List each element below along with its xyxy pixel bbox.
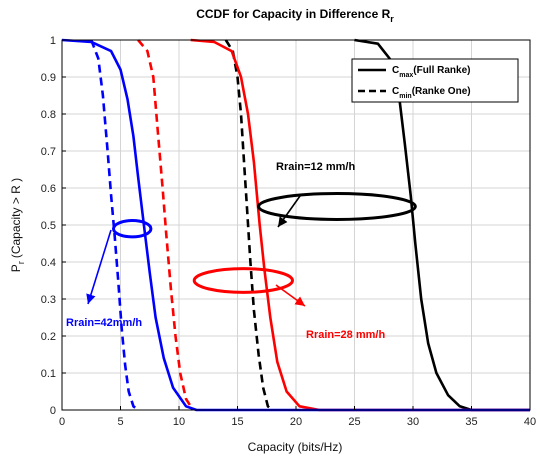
- x-tick-label: 30: [407, 416, 419, 428]
- x-tick-label: 15: [231, 416, 243, 428]
- y-tick-label: 1: [50, 35, 56, 47]
- annotation-arrow-rain28: [275, 284, 306, 307]
- y-tick-label: 0.9: [41, 72, 56, 84]
- y-tick-label: 0.4: [41, 257, 56, 269]
- y-tick-label: 0.2: [41, 331, 56, 343]
- y-tick-label: 0.5: [41, 220, 56, 232]
- series-line-rain42-solid: [61, 38, 530, 412]
- chart-title: CCDF for Capacity in Difference Rr: [196, 7, 394, 24]
- series-line-rain28-solid: [190, 38, 530, 412]
- annotation-arrow-rain12: [277, 195, 301, 228]
- series-line-rain42-dashed: [90, 39, 139, 412]
- annotation-layer: Rrain=12 mm/h Rrain=28 mm/h Rrain=42mm/h: [66, 161, 417, 341]
- series-line-rain12-dashed: [224, 39, 274, 412]
- legend-entry-full-rank: Cmax(Full Ranke): [392, 65, 470, 79]
- legend-box: [351, 58, 519, 103]
- ellipse-rain12: [257, 192, 417, 221]
- y-tick-label: 0.1: [41, 368, 56, 380]
- legend-entry-rank-one: Cmin(Ranke One): [392, 86, 471, 100]
- x-tick-label: 10: [173, 416, 185, 428]
- x-axis-label: Capacity (bits/Hz): [248, 440, 343, 454]
- x-tick-label: 35: [465, 416, 477, 428]
- x-tick-label: 0: [59, 416, 65, 428]
- y-axis-label: Pr(Capacity > R ): [9, 178, 26, 272]
- ellipse-rain42: [111, 219, 153, 239]
- x-tick-label: 20: [290, 416, 302, 428]
- y-tick-label: 0.8: [41, 109, 56, 121]
- annotation-label-rain12: Rrain=12 mm/h: [276, 161, 355, 173]
- x-tick-label: 40: [524, 416, 536, 428]
- x-tick-label: 25: [348, 416, 360, 428]
- series-line-rain28-dashed: [137, 39, 195, 411]
- annotation-label-rain42: Rrain=42mm/h: [66, 317, 142, 329]
- y-tick-label: 0.7: [41, 146, 56, 158]
- y-tick-label: 0: [50, 405, 56, 417]
- annotation-arrow-rain42: [86, 229, 112, 305]
- x-tick-label: 5: [117, 416, 123, 428]
- tick-labels: 0 5 10 15 20 25 30 35 40 0 0.1 0.2 0.3 0.4 0.5 0.6 0.7 0.…: [41, 35, 536, 428]
- y-tick-label: 0.6: [41, 183, 56, 195]
- ellipse-rain28: [192, 267, 294, 294]
- y-tick-label: 0.3: [41, 294, 56, 306]
- annotation-label-rain28: Rrain=28 mm/h: [306, 329, 385, 341]
- legend: Cmax(Full Ranke) Cmin(Ranke One): [351, 58, 519, 103]
